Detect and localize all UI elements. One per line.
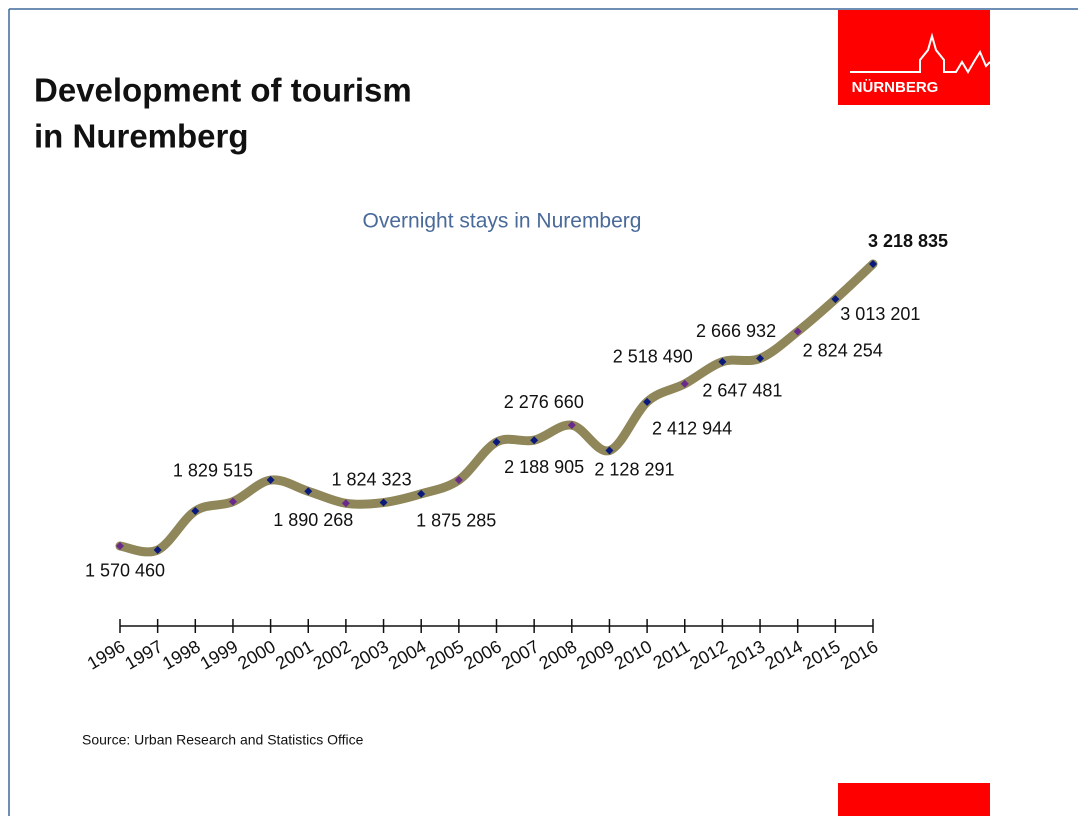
marker [643, 397, 652, 406]
marker [869, 260, 877, 268]
logo-skyline [850, 32, 991, 74]
x-tick-label: 2002 [310, 636, 355, 673]
x-tick-label: 2004 [385, 636, 430, 673]
marker [793, 327, 802, 336]
x-tick-label: 2001 [272, 636, 317, 673]
logo-text: NÜRNBERG [852, 79, 939, 96]
x-tick-label: 2010 [611, 636, 656, 673]
marker [718, 357, 727, 366]
slide-title: in Nuremberg [34, 118, 249, 155]
data-label: 1 890 268 [273, 510, 353, 530]
data-label: 2 647 481 [702, 380, 782, 400]
x-tick-label: 1997 [121, 636, 166, 673]
marker [266, 476, 275, 485]
x-tick-label: 2005 [423, 636, 468, 673]
marker [228, 497, 237, 506]
x-tick-label: 2016 [837, 636, 882, 673]
marker [831, 295, 840, 304]
data-label: 3 013 201 [840, 304, 920, 324]
marker [605, 446, 614, 455]
x-tick-label: 2006 [460, 636, 505, 673]
marker [417, 489, 426, 498]
marker [756, 354, 765, 363]
data-label: 2 666 932 [696, 321, 776, 341]
x-tick-label: 2013 [724, 636, 769, 673]
x-tick-label: 1999 [197, 636, 242, 673]
marker [454, 476, 463, 485]
data-label: 1 824 323 [332, 469, 412, 489]
line [115, 259, 878, 557]
logo-box [838, 10, 990, 105]
data-label: 1 829 515 [173, 460, 253, 480]
x-tick-label: 2011 [650, 636, 694, 673]
slide-title: Development of tourism [34, 72, 412, 109]
marker [680, 379, 689, 388]
x-tick-label: 2009 [573, 636, 618, 673]
marker [191, 506, 200, 515]
data-label: 2 412 944 [652, 419, 732, 439]
marker [530, 436, 539, 445]
x-tick-label: 2014 [761, 636, 806, 673]
marker [567, 421, 576, 430]
marker [341, 499, 350, 508]
chart-title: Overnight stays in Nuremberg [363, 210, 642, 233]
marker [492, 438, 501, 447]
data-label: 2 518 490 [613, 347, 693, 367]
marker [153, 546, 162, 554]
x-tick-label: 2012 [686, 636, 731, 673]
x-tick-label: 2015 [799, 636, 844, 673]
source: Source: Urban Research and Statistics Of… [82, 732, 364, 748]
data-label: 1 570 460 [85, 561, 165, 581]
data-label: 2 276 660 [504, 392, 584, 412]
x-tick-label: 2007 [498, 636, 543, 673]
data-label: 1 875 285 [416, 511, 496, 531]
marker [304, 487, 313, 496]
footer-box [838, 783, 990, 816]
x-tick-label: 1996 [84, 636, 129, 673]
marker [116, 541, 124, 550]
x-tick-label: 2008 [535, 636, 580, 673]
x-tick-label: 1998 [159, 636, 204, 673]
x-tick-label: 2000 [234, 636, 279, 673]
data-label: 2 188 905 [504, 457, 584, 477]
marker [379, 498, 388, 507]
data-label: 3 218 835 [868, 231, 948, 251]
data-label: 2 824 254 [803, 340, 883, 360]
x-tick-label: 2003 [347, 636, 392, 673]
data-label: 2 128 291 [594, 459, 674, 479]
